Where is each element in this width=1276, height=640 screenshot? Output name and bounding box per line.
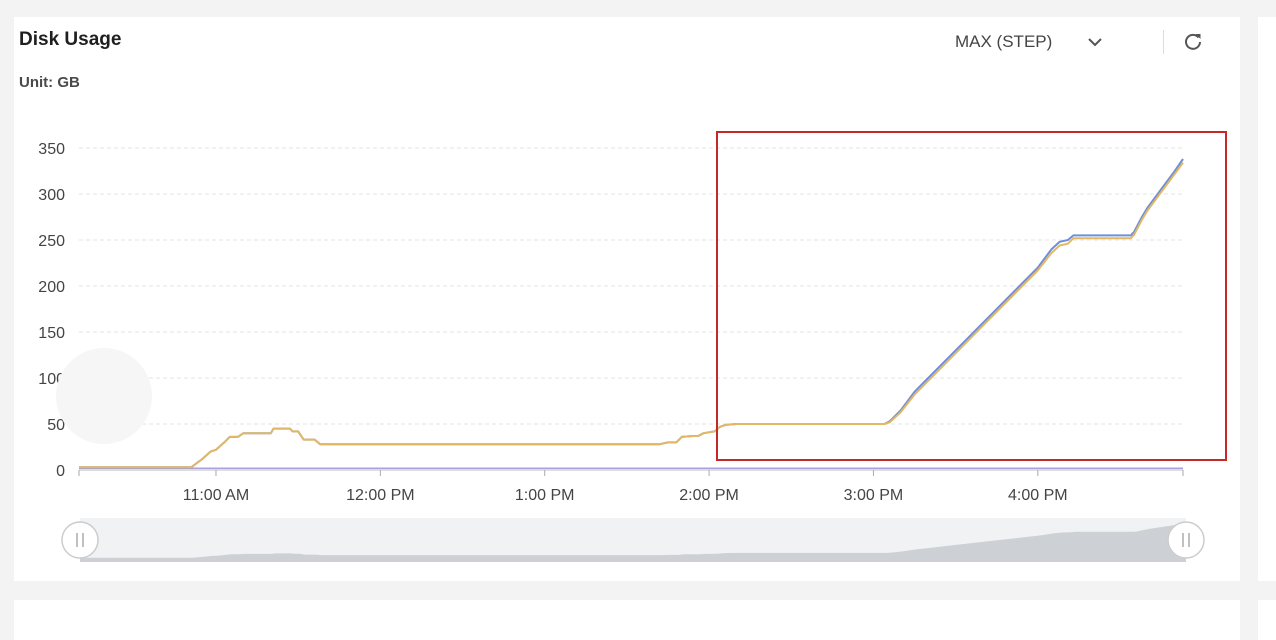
x-tick-label-5: 4:00 PM (1008, 487, 1068, 504)
watermark-circle (56, 348, 152, 444)
aggregation-dropdown[interactable]: MAX (STEP) (955, 27, 1104, 57)
aggregation-value: MAX (STEP) (955, 32, 1053, 51)
panel-title: Disk Usage (19, 29, 122, 50)
x-tick-label-3: 2:00 PM (679, 487, 739, 504)
range-slider-overview-area (80, 523, 1186, 562)
refresh-icon[interactable] (1182, 30, 1204, 52)
y-tick-label-250: 250 (38, 233, 65, 250)
series-line-1 (79, 162, 1184, 469)
x-tick-label-2: 1:00 PM (515, 487, 575, 504)
x-tick-label-0: 11:00 AM (183, 487, 249, 504)
series-line-0 (79, 158, 1184, 469)
x-tick-label-4: 3:00 PM (844, 487, 904, 504)
x-tick-label-1: 12:00 PM (346, 487, 414, 504)
unit-label: Unit: GB (19, 74, 80, 91)
y-tick-label-200: 200 (38, 279, 65, 296)
y-tick-label-300: 300 (38, 187, 65, 204)
y-tick-label-350: 350 (38, 141, 65, 158)
y-tick-label-150: 150 (38, 325, 65, 342)
range-slider-handle-start[interactable] (61, 521, 99, 559)
highlight-box (716, 131, 1227, 461)
chevron-down-icon (1086, 33, 1104, 51)
y-tick-label-50: 50 (47, 417, 65, 434)
disk-usage-panel (14, 17, 1240, 581)
y-tick-label-0: 0 (56, 463, 65, 480)
range-slider-handle-end[interactable] (1167, 521, 1205, 559)
adjacent-panel (1258, 17, 1276, 581)
toolbar-divider (1163, 30, 1164, 54)
